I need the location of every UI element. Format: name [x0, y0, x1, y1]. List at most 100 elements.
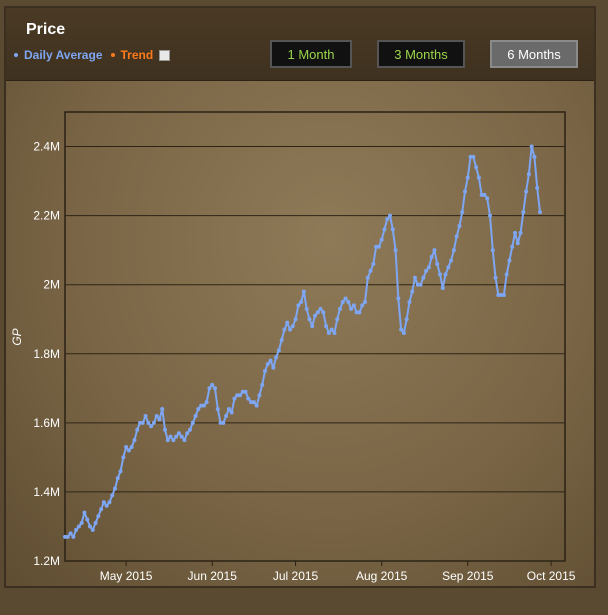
data-point[interactable] — [107, 500, 112, 505]
data-point[interactable] — [151, 420, 156, 425]
data-point[interactable] — [438, 272, 442, 277]
data-point[interactable] — [324, 324, 329, 329]
one-month-button[interactable]: 1 Month — [270, 40, 352, 68]
data-point[interactable] — [521, 210, 526, 215]
data-point[interactable] — [115, 476, 120, 481]
data-point[interactable] — [113, 486, 117, 491]
data-point[interactable] — [171, 438, 176, 443]
data-point[interactable] — [365, 275, 370, 280]
data-point[interactable] — [199, 403, 204, 408]
data-point[interactable] — [274, 355, 279, 360]
data-point[interactable] — [490, 248, 495, 253]
data-point[interactable] — [474, 165, 479, 170]
data-point[interactable] — [401, 331, 406, 336]
data-point[interactable] — [265, 362, 270, 367]
data-point[interactable] — [488, 213, 492, 218]
data-point[interactable] — [404, 317, 409, 322]
data-point[interactable] — [343, 296, 348, 301]
data-point[interactable] — [376, 244, 381, 249]
data-point[interactable] — [526, 172, 531, 177]
data-point[interactable] — [479, 192, 484, 197]
data-point[interactable] — [149, 424, 154, 429]
data-point[interactable] — [249, 400, 254, 405]
data-point[interactable] — [129, 445, 134, 450]
data-point[interactable] — [449, 258, 454, 263]
data-point[interactable] — [63, 534, 67, 539]
data-point[interactable] — [193, 413, 198, 418]
data-point[interactable] — [176, 431, 181, 436]
data-point[interactable] — [340, 299, 345, 304]
data-point[interactable] — [465, 175, 470, 180]
data-point[interactable] — [188, 427, 192, 432]
data-point[interactable] — [182, 438, 187, 443]
data-point[interactable] — [329, 327, 334, 332]
data-point[interactable] — [349, 306, 354, 311]
data-point[interactable] — [99, 507, 104, 512]
data-point[interactable] — [357, 310, 362, 315]
data-point[interactable] — [85, 517, 90, 522]
data-point[interactable] — [138, 420, 142, 425]
data-point[interactable] — [510, 244, 515, 249]
data-point[interactable] — [315, 310, 320, 315]
data-point[interactable] — [179, 434, 184, 439]
six-months-button[interactable]: 6 Months — [490, 40, 578, 68]
data-point[interactable] — [538, 210, 542, 215]
data-point[interactable] — [218, 420, 223, 425]
data-point[interactable] — [132, 438, 137, 443]
data-point[interactable] — [79, 521, 84, 526]
data-point[interactable] — [293, 317, 298, 322]
data-point[interactable] — [363, 299, 367, 304]
data-point[interactable] — [318, 306, 323, 311]
data-point[interactable] — [332, 331, 337, 336]
data-point[interactable] — [143, 413, 148, 418]
data-point[interactable] — [379, 237, 384, 242]
data-point[interactable] — [499, 293, 504, 298]
data-point[interactable] — [393, 248, 398, 253]
data-point[interactable] — [210, 382, 215, 387]
data-point[interactable] — [471, 154, 476, 159]
data-point[interactable] — [426, 265, 431, 270]
data-point[interactable] — [157, 417, 162, 422]
data-point[interactable] — [424, 268, 429, 273]
data-point[interactable] — [251, 400, 256, 405]
data-point[interactable] — [90, 527, 95, 532]
data-point[interactable] — [71, 534, 76, 539]
data-point[interactable] — [529, 144, 534, 149]
data-point[interactable] — [226, 407, 231, 412]
data-point[interactable] — [140, 420, 145, 425]
data-point[interactable] — [124, 445, 129, 450]
data-point[interactable] — [246, 396, 251, 401]
data-point[interactable] — [338, 306, 342, 311]
data-point[interactable] — [443, 272, 448, 277]
data-point[interactable] — [493, 275, 498, 280]
data-point[interactable] — [513, 230, 517, 235]
data-point[interactable] — [368, 268, 373, 273]
data-point[interactable] — [504, 272, 509, 277]
data-point[interactable] — [432, 248, 437, 253]
data-point[interactable] — [168, 434, 173, 439]
data-point[interactable] — [321, 310, 326, 315]
data-point[interactable] — [415, 282, 420, 287]
data-point[interactable] — [190, 420, 195, 425]
data-point[interactable] — [240, 389, 245, 394]
data-point[interactable] — [454, 234, 459, 239]
data-point[interactable] — [65, 534, 70, 539]
data-point[interactable] — [313, 313, 317, 318]
data-point[interactable] — [196, 407, 201, 412]
data-point[interactable] — [304, 306, 309, 311]
data-point[interactable] — [68, 531, 73, 536]
data-point[interactable] — [371, 261, 376, 266]
data-point[interactable] — [118, 469, 123, 474]
data-point[interactable] — [518, 230, 523, 235]
data-point[interactable] — [307, 317, 312, 322]
data-point[interactable] — [207, 386, 212, 391]
data-point[interactable] — [282, 327, 287, 332]
data-point[interactable] — [410, 289, 415, 294]
data-point[interactable] — [335, 317, 340, 322]
data-point[interactable] — [254, 403, 259, 408]
data-point[interactable] — [413, 275, 417, 280]
data-point[interactable] — [204, 400, 209, 405]
data-point[interactable] — [460, 210, 465, 215]
data-point[interactable] — [346, 299, 351, 304]
data-point[interactable] — [276, 348, 281, 353]
